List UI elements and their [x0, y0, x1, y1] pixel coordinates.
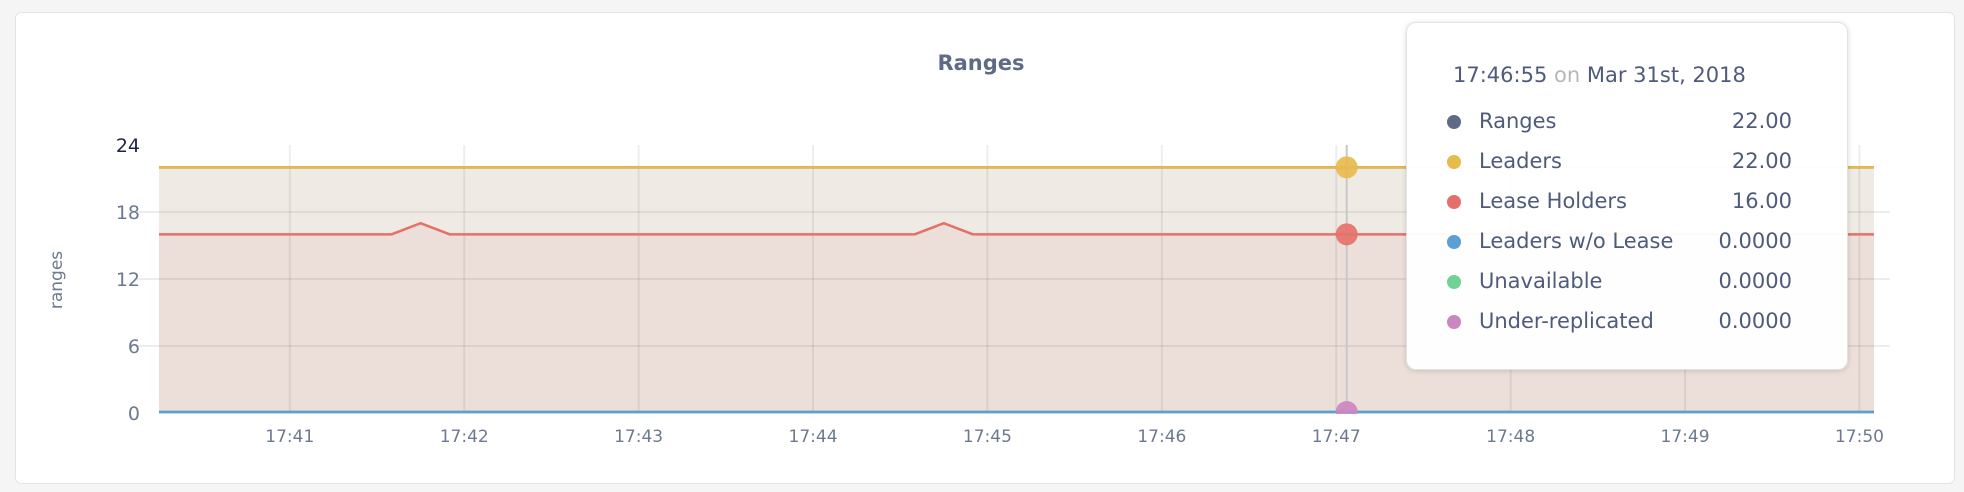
- y-tick-label: 24: [116, 135, 140, 157]
- tooltip-header: 17:46:55 on Mar 31st, 2018: [1453, 63, 1746, 87]
- line-lease-holders: [159, 221, 1874, 236]
- tooltip-series-value: 0.0000: [1718, 269, 1792, 293]
- series-dot-icon: [1447, 315, 1461, 329]
- x-tick-label: 17:47: [1312, 427, 1361, 447]
- axis-mask: [139, 414, 1894, 426]
- hover-point-lease-holders: [1335, 223, 1358, 246]
- y-axis-label: ranges: [47, 251, 67, 309]
- tooltip-series-value: 22.00: [1731, 149, 1792, 173]
- tooltip-series-label: Ranges: [1479, 109, 1557, 133]
- x-tick-label: 17:44: [789, 427, 838, 447]
- series-dot-icon: [1447, 275, 1461, 289]
- series-dot-icon: [1447, 195, 1461, 209]
- x-tick-label: 17:42: [440, 427, 489, 447]
- tooltip-row: Under-replicated 0.0000: [1447, 307, 1792, 337]
- tooltip-series-label: Unavailable: [1479, 269, 1603, 293]
- tooltip-series-value: 0.0000: [1718, 229, 1792, 253]
- tooltip-series-label: Leaders: [1479, 149, 1562, 173]
- x-tick-label: 17:45: [963, 427, 1012, 447]
- x-tick-label: 17:50: [1835, 427, 1884, 447]
- chart-title: Ranges: [937, 51, 1024, 75]
- tooltip-row: Leaders 22.00: [1447, 147, 1792, 177]
- hover-point-leaders: [1335, 156, 1358, 179]
- series-dot-icon: [1447, 235, 1461, 249]
- chart-tooltip: 17:46:55 on Mar 31st, 2018 Ranges 22.00 …: [1406, 22, 1848, 370]
- tooltip-series-value: 16.00: [1731, 189, 1792, 213]
- tooltip-series-value: 0.0000: [1718, 309, 1792, 333]
- x-tick-label: 17:49: [1661, 427, 1710, 447]
- y-tick-label: 12: [116, 269, 140, 291]
- tooltip-series-label: Lease Holders: [1479, 189, 1627, 213]
- tooltip-row: Lease Holders 16.00: [1447, 187, 1792, 217]
- tooltip-series-value: 22.00: [1731, 109, 1792, 133]
- tooltip-row: Leaders w/o Lease 0.0000: [1447, 227, 1792, 257]
- x-tick-label: 17:46: [1137, 427, 1186, 447]
- y-tick-label: 6: [128, 336, 140, 358]
- x-tick-label: 17:48: [1486, 427, 1535, 447]
- x-tick-label: 17:41: [265, 427, 314, 447]
- tooltip-date: Mar 31st, 2018: [1586, 63, 1746, 87]
- tooltip-series-label: Under-replicated: [1479, 309, 1654, 333]
- y-tick-label: 0: [128, 403, 140, 425]
- tooltip-row: Ranges 22.00: [1447, 107, 1792, 137]
- tooltip-row: Unavailable 0.0000: [1447, 267, 1792, 297]
- x-tick-label: 17:43: [614, 427, 663, 447]
- series-dot-icon: [1447, 155, 1461, 169]
- y-tick-label: 18: [116, 202, 140, 224]
- tooltip-series-label: Leaders w/o Lease: [1479, 229, 1674, 253]
- series-dot-icon: [1447, 115, 1461, 129]
- tooltip-on: on: [1554, 63, 1581, 87]
- tooltip-time: 17:46:55: [1453, 63, 1548, 87]
